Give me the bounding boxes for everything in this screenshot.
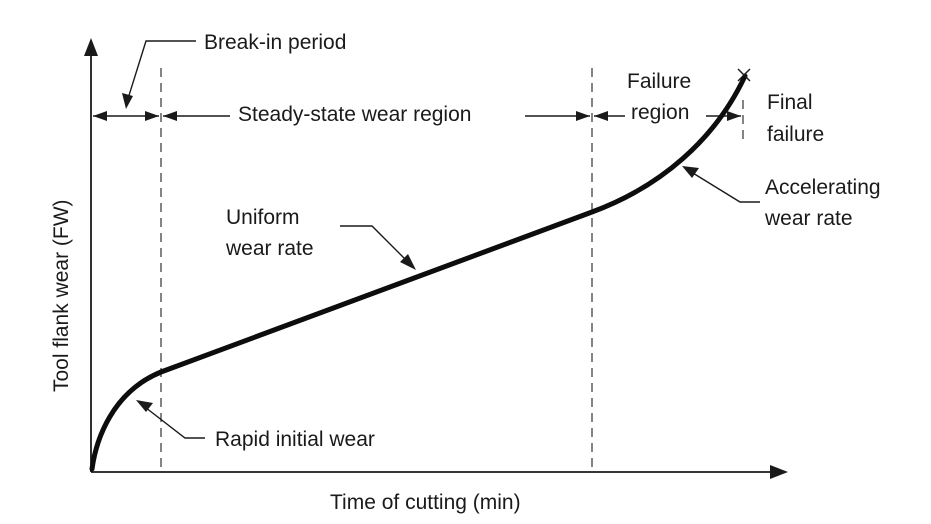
- x-axis-arrowhead: [770, 465, 788, 479]
- uniform-leader-arrowhead: [400, 254, 416, 270]
- break-in-arrowhead-left: [93, 111, 107, 121]
- region-separators: [160, 68, 744, 472]
- rapid-initial-wear-label: Rapid initial wear: [215, 428, 375, 451]
- final-failure-mark: [737, 68, 751, 82]
- steady-state-arrowhead-left: [163, 111, 177, 121]
- failure-region-label-line1: Failure: [627, 70, 691, 93]
- final-failure-label-line1: Final: [767, 91, 813, 114]
- failure-arrowhead-left: [594, 111, 608, 121]
- break-in-leader: [125, 40, 196, 106]
- break-in-period-label: Break-in period: [204, 31, 346, 54]
- wear-curve: [89, 73, 748, 472]
- break-in-arrowhead-right: [145, 111, 159, 121]
- y-axis-label: Tool flank wear (FW): [50, 199, 73, 392]
- leader-lines: [122, 40, 760, 439]
- break-in-leader-arrowhead: [122, 93, 133, 109]
- steady-state-label: Steady-state wear region: [238, 103, 471, 126]
- failure-region-label-line2: region: [631, 101, 689, 124]
- failure-arrowhead-right: [727, 111, 741, 121]
- accelerating-leader-arrowhead: [682, 166, 699, 178]
- uniform-wear-label-line2: wear rate: [225, 237, 314, 260]
- rapid-initial-leader-arrowhead: [136, 400, 153, 412]
- accelerating-wear-label-line2: wear rate: [764, 207, 853, 230]
- steady-state-arrowhead-right: [576, 111, 590, 121]
- rapid-initial-leader: [140, 403, 205, 439]
- uniform-leader: [340, 225, 411, 265]
- axes: [84, 38, 788, 479]
- y-axis-arrowhead: [84, 38, 98, 56]
- accelerating-leader: [687, 169, 760, 203]
- x-axis-label: Time of cutting (min): [330, 491, 521, 514]
- accelerating-wear-label-line1: Accelerating: [765, 176, 881, 199]
- uniform-wear-label-line1: Uniform: [226, 206, 300, 229]
- final-failure-label-line2: failure: [767, 123, 824, 146]
- labels: Break-in period Steady-state wear region…: [50, 31, 881, 514]
